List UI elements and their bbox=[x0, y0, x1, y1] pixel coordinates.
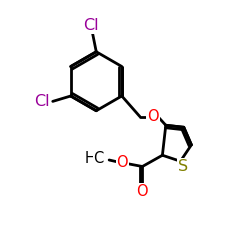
Text: O: O bbox=[116, 155, 128, 170]
Text: O: O bbox=[136, 184, 148, 200]
Text: H: H bbox=[84, 151, 95, 166]
Text: Cl: Cl bbox=[84, 18, 99, 33]
Text: O: O bbox=[147, 109, 158, 124]
Text: C: C bbox=[94, 151, 104, 166]
Text: Cl: Cl bbox=[34, 94, 50, 109]
Text: S: S bbox=[178, 159, 188, 174]
Text: 3: 3 bbox=[94, 156, 100, 166]
